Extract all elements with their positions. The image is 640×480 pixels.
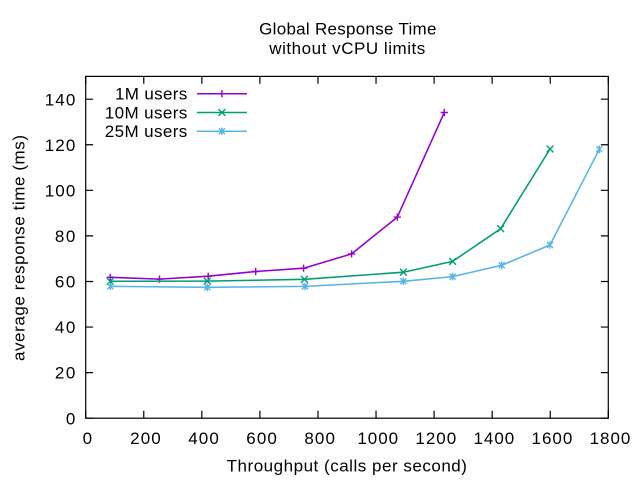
svg-text:Throughput (calls per second): Throughput (calls per second) [227,457,467,476]
svg-text:1200: 1200 [415,429,456,448]
svg-text:800: 800 [304,429,335,448]
svg-text:without vCPU limits: without vCPU limits [268,39,425,58]
svg-text:600: 600 [246,429,277,448]
svg-text:1000: 1000 [357,429,398,448]
svg-text:120: 120 [45,136,76,155]
svg-text:1600: 1600 [532,429,573,448]
svg-text:60: 60 [55,273,75,292]
svg-text:40: 40 [55,318,75,337]
svg-text:80: 80 [55,227,75,246]
svg-text:100: 100 [45,181,76,200]
svg-text:400: 400 [188,429,219,448]
svg-text:1M users: 1M users [115,85,187,104]
svg-text:Global Response Time: Global Response Time [259,20,436,39]
svg-text:1400: 1400 [473,429,514,448]
svg-text:0: 0 [66,409,75,428]
svg-text:average response time (ms): average response time (ms) [9,135,28,361]
svg-text:20: 20 [55,364,75,383]
svg-text:25M users: 25M users [105,122,187,141]
svg-text:0: 0 [83,429,92,448]
svg-text:10M users: 10M users [105,103,187,122]
svg-text:200: 200 [130,429,161,448]
svg-text:1800: 1800 [590,429,631,448]
svg-text:140: 140 [45,90,76,109]
